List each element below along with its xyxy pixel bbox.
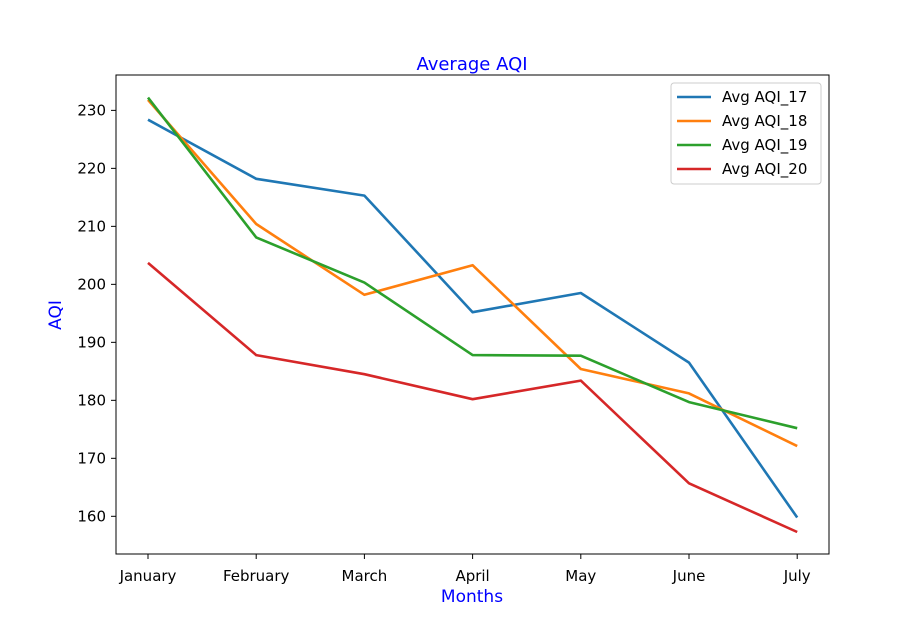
y-tick-label: 230 [77,101,106,119]
x-tick-label: March [342,567,388,585]
y-tick-label: 170 [77,449,106,467]
x-axis: January February March April May June July [119,554,811,585]
y-tick-label: 200 [77,275,106,293]
x-tick-label: April [455,567,489,585]
x-tick-label: July [783,567,811,585]
x-tick-label: May [565,567,596,585]
x-tick-label: June [672,567,706,585]
series-line-2 [147,99,798,448]
x-axis-title: Months [441,587,503,607]
x-tick-label: February [223,567,290,585]
y-tick-label: 190 [77,333,106,351]
series-line-1 [147,118,799,519]
legend-label: Avg AQI_17 [722,88,807,107]
y-tick-label: 160 [77,507,106,525]
y-axis-title: AQI [46,300,66,330]
series-line-4 [147,261,798,534]
legend-label: Avg AQI_19 [722,136,807,155]
y-axis: 160 170 180 190 200 210 220 230 [77,101,116,525]
legend-label: Avg AQI_18 [722,112,807,131]
series-line-3 [146,96,798,430]
y-tick-label: 220 [77,159,106,177]
chart-title: Average AQI [416,54,527,75]
legend-box [670,82,822,185]
y-tick-label: 180 [77,391,106,409]
legend-label: Avg AQI_20 [722,160,807,179]
x-tick-label: January [119,567,177,585]
y-tick-label: 210 [77,217,106,235]
legend: Avg AQI_17 Avg AQI_18 Avg AQI_19 Avg AQI_20 [670,82,822,185]
plot-area [146,96,799,534]
